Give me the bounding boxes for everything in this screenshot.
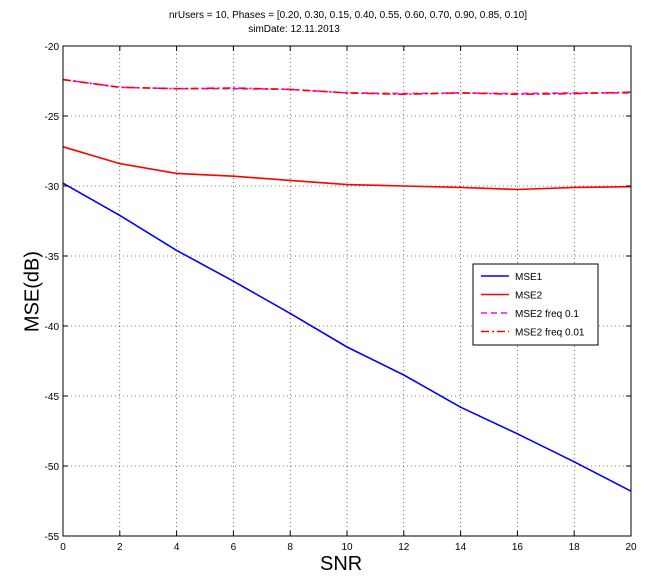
x-axis-label: SNR xyxy=(320,553,363,575)
chart-title: nrUsers = 10, Phases = [0.20, 0.30, 0.15… xyxy=(168,10,528,21)
x-tick-label: 6 xyxy=(231,542,237,553)
x-tick-label: 12 xyxy=(398,542,410,553)
legend-label: MSE2 xyxy=(515,291,543,302)
axes-box xyxy=(62,45,632,537)
y-tick-label: -35 xyxy=(45,252,60,263)
y-tick-label: -20 xyxy=(45,42,60,53)
x-tick-label: 4 xyxy=(174,542,180,553)
x-tick-label: 2 xyxy=(117,542,123,553)
legend-label: MSE2 freq 0.01 xyxy=(515,328,585,339)
x-tick-label: 14 xyxy=(455,542,467,553)
legend-label: MSE2 freq 0.1 xyxy=(515,309,579,320)
y-tick-label: -55 xyxy=(45,532,60,543)
axes: 0 2 4 6 8 10 12 14 16 18 20 -20 -25 -30 -35 -40 -45 -50 -5… xyxy=(45,42,637,553)
legend-label: MSE1 xyxy=(515,272,543,283)
x-tick-label: 8 xyxy=(287,542,293,553)
series-line-mse2 xyxy=(62,146,632,191)
chart-subtitle: simDate: 12.11.2013 xyxy=(248,24,340,35)
y-tick-label: -30 xyxy=(45,182,60,193)
x-tick-label: 0 xyxy=(60,542,66,553)
x-tick-label: 18 xyxy=(569,542,581,553)
series-lines xyxy=(62,78,632,492)
y-tick-label: -40 xyxy=(45,322,60,333)
legend: MSE1 MSE2 MSE2 freq 0.1 MSE2 freq 0.01 xyxy=(472,263,599,346)
y-tick-label: -45 xyxy=(45,392,60,403)
series-line-mse1 xyxy=(62,182,632,492)
series-line-mse2-freq-0-01 xyxy=(62,78,632,96)
y-tick-label: -25 xyxy=(45,112,60,123)
y-axis-label: MSE(dB) xyxy=(21,250,44,333)
x-tick-label: 16 xyxy=(512,542,524,553)
x-tick-label: 10 xyxy=(341,542,353,553)
y-tick-label: -50 xyxy=(45,462,60,473)
x-tick-label: 20 xyxy=(625,542,637,553)
